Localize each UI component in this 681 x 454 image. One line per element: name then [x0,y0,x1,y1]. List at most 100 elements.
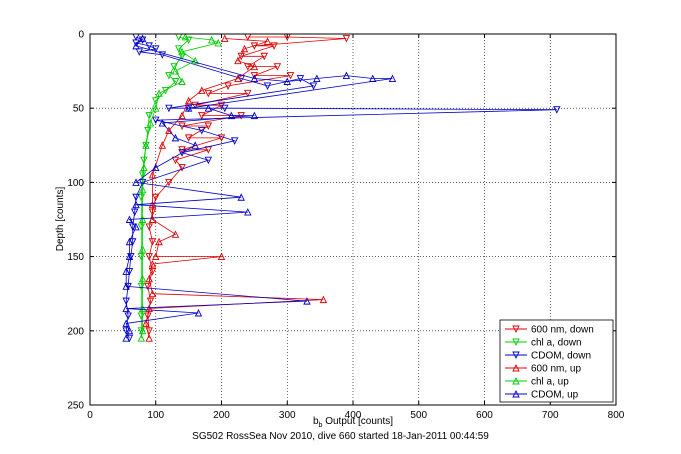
data-point [171,78,180,86]
data-point [145,334,153,342]
data-point [158,141,167,149]
series-line [145,38,324,339]
data-point [191,101,199,110]
data-point [178,77,186,85]
data-point [152,45,160,53]
data-point [184,134,193,142]
data-point [132,41,140,50]
x-tick-label: 300 [279,410,296,421]
data-point [145,274,153,283]
data-point [145,112,153,120]
data-point [125,326,134,335]
data-point [175,45,183,53]
data-point [244,208,252,216]
data-point [198,112,206,120]
data-point [171,67,180,75]
data-point [303,297,311,305]
data-point [158,51,167,59]
data-point [227,111,236,120]
legend-box [499,319,614,403]
data-point [132,39,140,47]
data-point [178,47,186,56]
data-point [140,163,148,172]
data-point [142,319,150,327]
legend-label: 600 nm, down [531,325,594,336]
x-axis-label-rest: Output [counts] [322,416,393,427]
data-point [313,74,321,82]
data-point [250,111,259,120]
data-point [178,149,186,157]
data-point [165,72,173,80]
data-point [125,215,134,223]
legend-marker [512,338,520,347]
data-point [138,34,147,42]
y-tick-label: 250 [67,401,84,412]
data-point [184,96,193,105]
legend-marker [512,325,520,334]
data-point [145,253,153,261]
data-point [263,37,272,45]
y-tick-label: 200 [67,326,84,337]
data-point [132,222,140,231]
x-tick-label: 600 [476,410,493,421]
figure-footer: SG502 RossSea Nov 2010, dive 660 started… [192,431,489,442]
data-point [263,82,272,90]
x-tick-label: 200 [213,410,230,421]
x-axis-label: bb Output [counts] [313,416,393,429]
y-tick-label: 50 [73,104,85,115]
data-point [145,223,153,231]
series-line [125,36,557,339]
data-point [130,208,139,217]
data-point [342,35,351,43]
legend-marker [512,363,520,372]
data-point [144,282,152,291]
series-4 [137,32,222,342]
data-point [132,193,140,202]
data-point [145,304,153,312]
data-point [388,74,397,82]
data-point [155,237,163,246]
data-point [122,297,130,306]
data-point [260,52,268,61]
data-point [198,86,206,94]
x-axis-label-subscript: b [319,422,323,429]
data-point [244,89,252,98]
data-point [270,42,278,50]
data-point [148,215,157,223]
data-point [152,252,160,261]
data-point [138,215,147,223]
data-point [165,126,173,134]
data-point [137,334,146,342]
data-point [122,334,130,342]
data-point [155,89,163,97]
legend-label: CDOM, up [531,390,579,401]
data-point [244,63,252,71]
data-point [122,304,130,312]
data-point [148,170,157,179]
data-point [132,200,140,209]
data-point [170,63,178,71]
data-point [165,178,173,187]
data-point [171,133,180,142]
data-point [148,238,157,246]
data-point [138,171,147,179]
data-point [181,32,190,41]
legend-label: CDOM, down [531,351,591,362]
data-point [124,312,132,320]
data-point [368,74,377,82]
data-point [178,111,186,120]
data-point [296,75,305,83]
data-point [319,295,328,304]
x-tick-label: 700 [542,410,559,421]
legend-marker [512,389,520,398]
legend-label: chl a, down [531,338,582,349]
data-point [204,104,213,112]
series-line [140,36,220,339]
data-point [165,104,173,113]
data-point [204,156,213,165]
data-point [221,34,229,42]
data-point [207,35,216,44]
x-axis-label-main: b [313,416,319,427]
data-point [273,63,282,71]
